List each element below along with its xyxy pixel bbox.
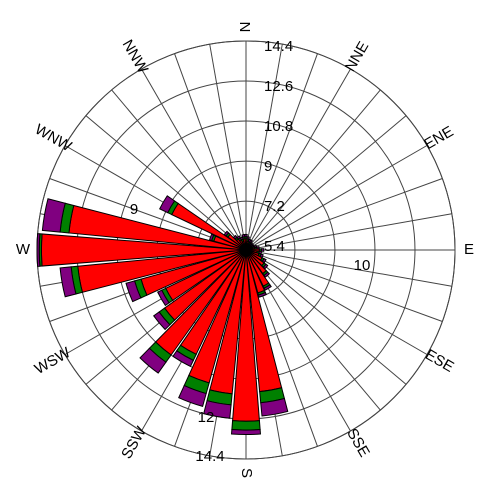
- wedge: [257, 291, 267, 298]
- spoke: [245, 249, 381, 411]
- spoke: [245, 145, 428, 251]
- wedge: [246, 236, 250, 240]
- wedge: [249, 239, 253, 244]
- direction-label: SSE: [343, 426, 373, 460]
- spoke: [245, 53, 318, 251]
- direction-label: NNE: [342, 39, 373, 75]
- wedge: [36, 233, 41, 267]
- r-tick-label: 14.4: [264, 38, 293, 55]
- wedge: [241, 233, 246, 238]
- direction-label: ESE: [422, 346, 456, 376]
- r-tick-label: 7.2: [264, 198, 285, 215]
- direction-label: E: [464, 241, 474, 258]
- spoke: [245, 249, 452, 287]
- r-tick-label: 12.6: [264, 78, 293, 95]
- wedge: [263, 271, 271, 278]
- spoke: [245, 44, 283, 251]
- wedge: [125, 280, 142, 303]
- annotation: 10: [354, 257, 371, 274]
- spoke: [141, 68, 247, 251]
- spoke: [245, 249, 428, 355]
- annotation: 14.4: [195, 448, 224, 465]
- spoke: [245, 89, 381, 251]
- direction-label: WSW: [32, 344, 74, 378]
- spoke: [111, 89, 247, 251]
- wedge: [172, 350, 195, 368]
- wedge: [231, 420, 261, 431]
- direction-label: NNW: [119, 37, 152, 77]
- direction-label: ENE: [421, 123, 456, 153]
- r-tick-label: 10.8: [264, 118, 293, 135]
- wedge: [159, 195, 176, 214]
- direction-label: WNW: [32, 121, 75, 156]
- wedge: [41, 198, 66, 233]
- wedge: [260, 248, 265, 252]
- direction-label: SSW: [118, 423, 150, 462]
- spoke: [245, 249, 407, 385]
- wedge: [157, 289, 170, 307]
- wedge: [223, 230, 230, 237]
- wedge: [260, 397, 289, 417]
- wedge: [139, 347, 167, 374]
- wedge: [208, 233, 215, 242]
- spoke: [174, 53, 247, 251]
- wedge: [230, 429, 262, 436]
- wedge: [236, 235, 241, 240]
- bars: [36, 195, 289, 436]
- spoke: [245, 68, 351, 251]
- r-tick-label: 5.4: [264, 238, 285, 255]
- wedge: [232, 234, 238, 240]
- wedge: [152, 311, 171, 331]
- wedge: [178, 384, 207, 408]
- direction-label: N: [237, 22, 254, 33]
- direction-label: S: [238, 468, 255, 478]
- spoke: [245, 249, 443, 322]
- wedge: [263, 284, 272, 291]
- annotation: 12: [198, 409, 215, 426]
- annotation: 9: [130, 201, 138, 218]
- spoke: [85, 115, 247, 251]
- wedge: [59, 266, 77, 298]
- spoke: [245, 178, 443, 251]
- direction-label: W: [16, 241, 31, 258]
- r-tick-label: 9: [264, 158, 272, 175]
- spoke: [209, 44, 247, 251]
- spoke: [245, 213, 452, 251]
- wedge: [203, 400, 232, 419]
- spoke: [245, 115, 407, 251]
